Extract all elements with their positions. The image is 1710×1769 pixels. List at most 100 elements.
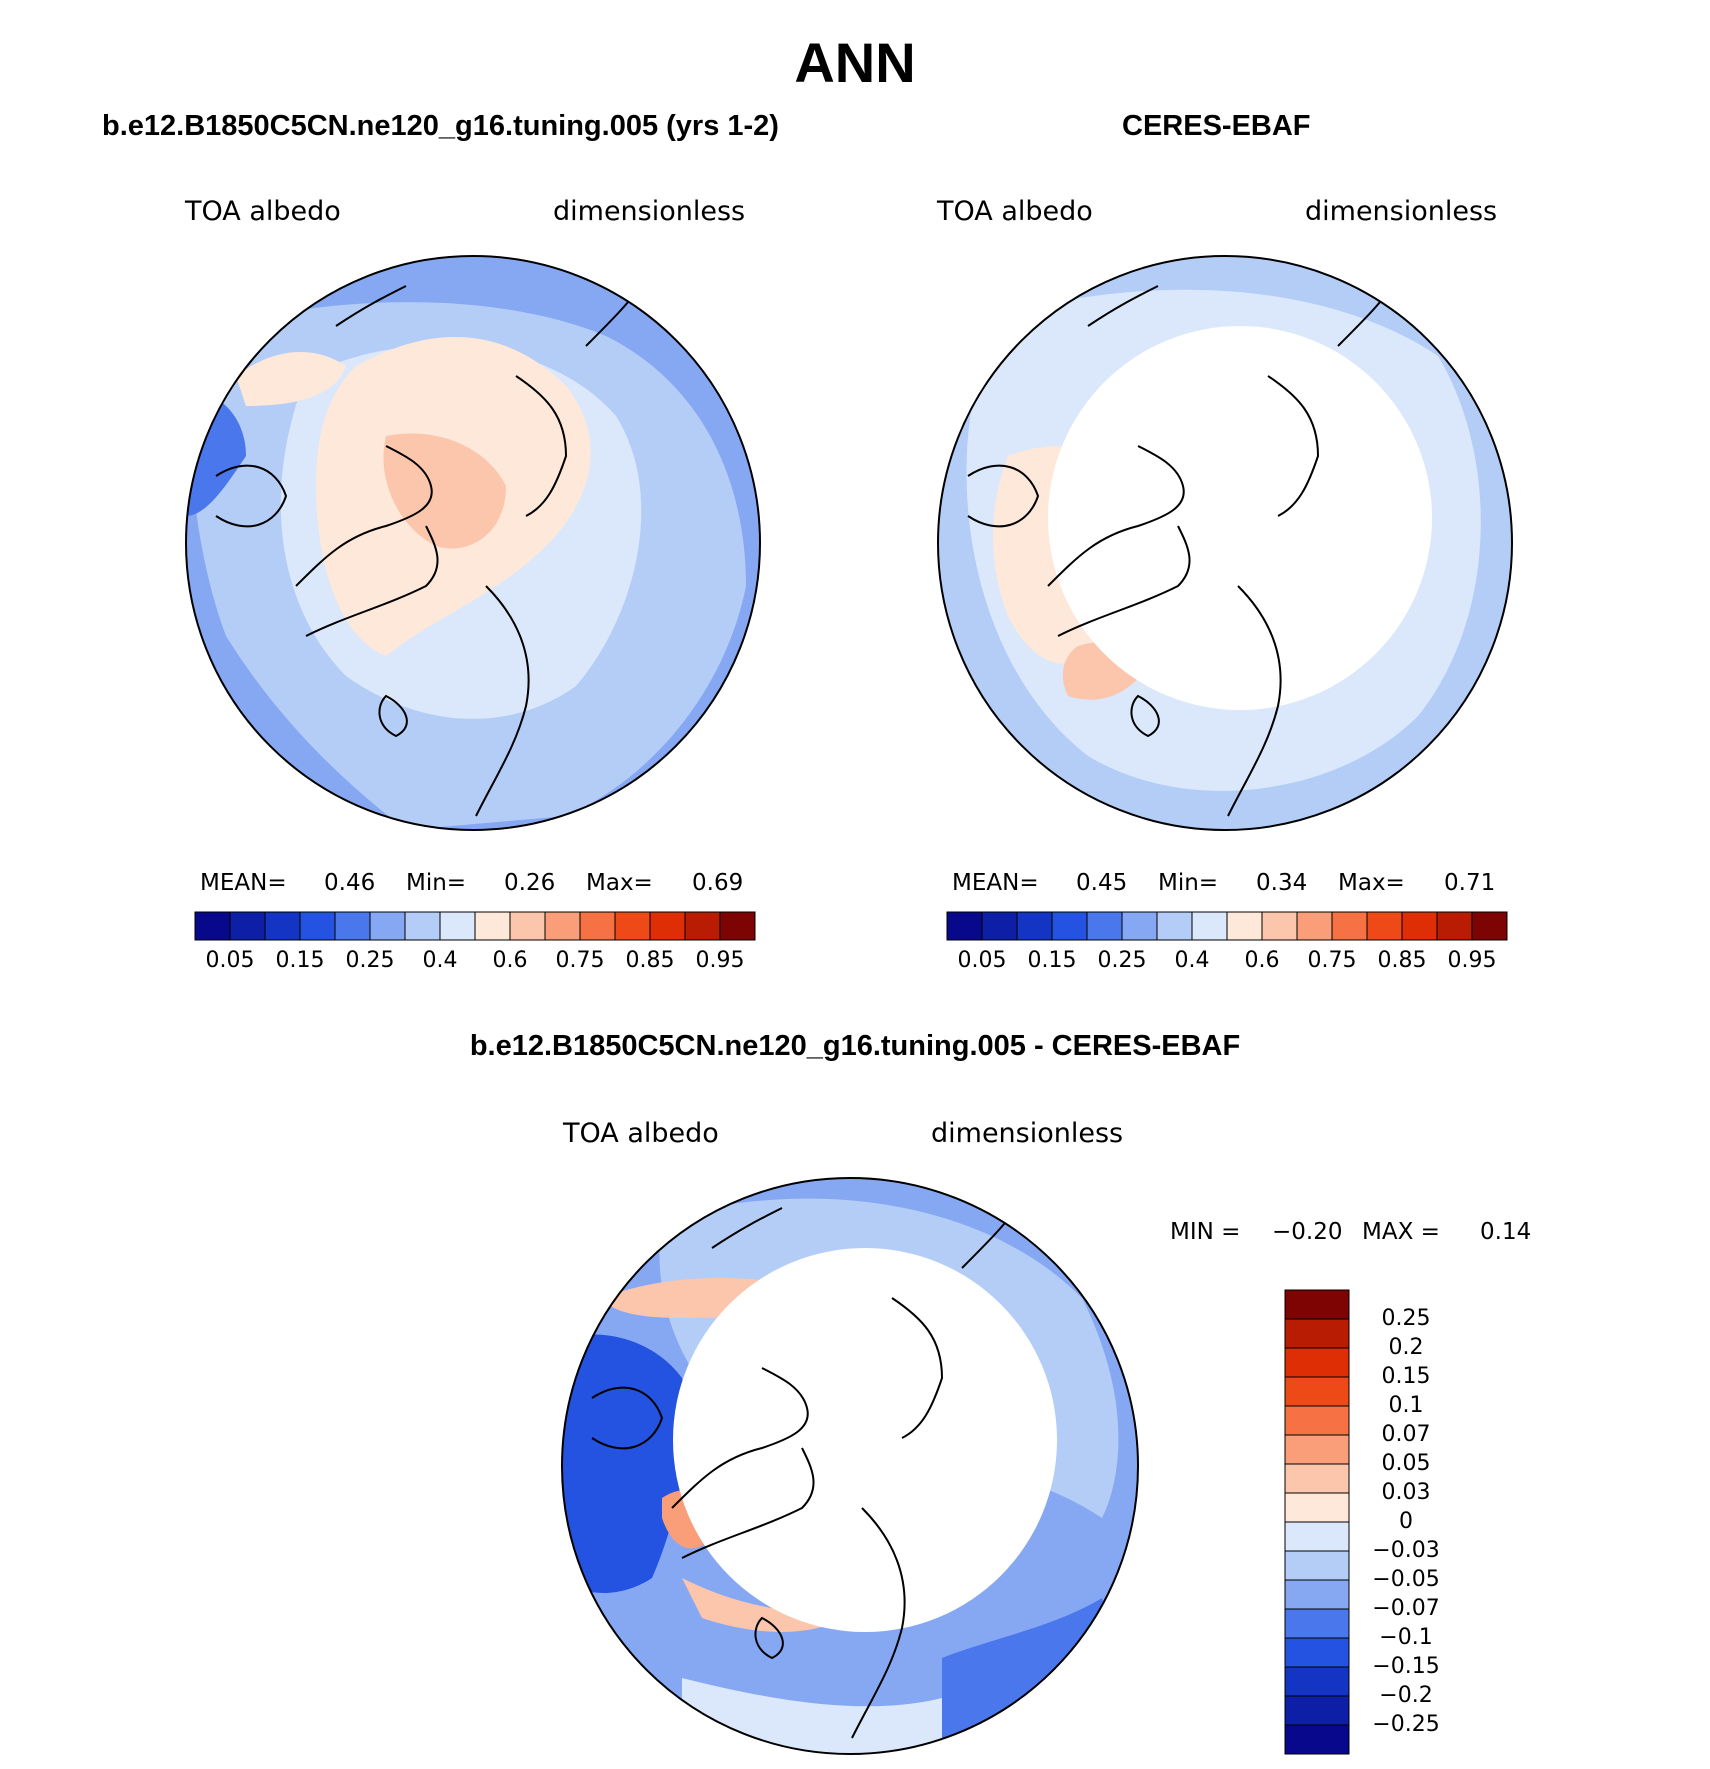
colorbar-tick-label: 0.6 <box>1244 948 1280 973</box>
panel2-variable: TOA albedo <box>937 196 1093 227</box>
panel3-min-label: MIN = <box>1170 1219 1241 1245</box>
colorbar-swatch <box>614 911 651 941</box>
panel1-map <box>185 255 761 831</box>
colorbar-tick-label: 0.25 <box>1381 1306 1431 1331</box>
colorbar-tick-label: 0.05 <box>205 948 255 973</box>
panel3-colorbar <box>1284 1289 1350 1755</box>
colorbar-swatch <box>719 911 756 941</box>
colorbar-swatch <box>649 911 686 941</box>
panel2-max-value: 0.71 <box>1444 870 1496 896</box>
panel1-colorbar <box>194 911 756 941</box>
panel2-mean-label: MEAN= <box>952 870 1039 896</box>
colorbar-tick-label: 0.95 <box>1447 948 1497 973</box>
colorbar-swatch <box>334 911 371 941</box>
panel2-title: CERES-EBAF <box>1122 110 1311 142</box>
colorbar-swatch <box>474 911 511 941</box>
panel3-max-value: 0.14 <box>1480 1219 1532 1245</box>
panel1-min-value: 0.26 <box>504 870 556 896</box>
colorbar-swatch <box>1296 911 1333 941</box>
panel3-colorbar-labels: 0.25 0.2 0.15 0.1 0.07 0.05 0.03 0 −0.03 −0.05 −0.… <box>1356 1290 1476 1754</box>
colorbar-tick-label: 0.07 <box>1381 1422 1431 1447</box>
colorbar-swatch <box>1284 1550 1350 1581</box>
panel3-max-label: MAX = <box>1362 1219 1440 1245</box>
panel1-title: b.e12.B1850C5CN.ne120_g16.tuning.005 (yr… <box>102 110 779 142</box>
colorbar-swatch <box>194 911 231 941</box>
colorbar-swatch <box>1284 1724 1350 1755</box>
panel3-title: b.e12.B1850C5CN.ne120_g16.tuning.005 - C… <box>469 1030 1241 1062</box>
colorbar-swatch <box>369 911 406 941</box>
colorbar-tick-label: −0.03 <box>1372 1538 1440 1563</box>
panel2-no-data <box>1048 326 1432 710</box>
colorbar-tick-label: −0.15 <box>1372 1654 1440 1679</box>
colorbar-swatch <box>264 911 301 941</box>
colorbar-swatch <box>299 911 336 941</box>
colorbar-swatch <box>1401 911 1438 941</box>
colorbar-tick-label: 0.85 <box>625 948 675 973</box>
panel3-units: dimensionless <box>931 1118 1124 1149</box>
colorbar-swatch <box>1331 911 1368 941</box>
colorbar-swatch <box>1284 1521 1350 1552</box>
colorbar-swatch <box>1284 1666 1350 1697</box>
colorbar-swatch <box>1016 911 1053 941</box>
panel3-variable: TOA albedo <box>563 1118 719 1149</box>
colorbar-tick-label: 0.05 <box>957 948 1007 973</box>
colorbar-tick-label: 0.15 <box>1027 948 1077 973</box>
panel3-field-dark <box>562 1334 686 1593</box>
colorbar-tick-label: −0.25 <box>1372 1712 1440 1737</box>
colorbar-swatch <box>684 911 721 941</box>
colorbar-swatch <box>1086 911 1123 941</box>
colorbar-swatch <box>1366 911 1403 941</box>
colorbar-swatch <box>579 911 616 941</box>
colorbar-swatch <box>1284 1492 1350 1523</box>
panel1-stats: MEAN= 0.46 Min= 0.26 Max= 0.69 <box>200 870 760 898</box>
panel1-max-value: 0.69 <box>692 870 744 896</box>
panel3-map <box>561 1177 1139 1755</box>
colorbar-swatch <box>1284 1318 1350 1349</box>
colorbar-tick-label: 0.4 <box>1174 948 1210 973</box>
colorbar-swatch <box>1261 911 1298 941</box>
colorbar-tick-label: 0.95 <box>695 948 745 973</box>
panel1-field-warm3 <box>236 352 346 406</box>
colorbar-swatch <box>439 911 476 941</box>
colorbar-tick-label: 0.75 <box>1307 948 1357 973</box>
panel2-coastlines <box>967 275 1399 817</box>
colorbar-swatch <box>404 911 441 941</box>
panel1-mean-value: 0.46 <box>324 870 376 896</box>
panel1-variable: TOA albedo <box>185 196 341 227</box>
colorbar-tick-label: −0.07 <box>1372 1596 1440 1621</box>
colorbar-tick-label: 0.05 <box>1381 1451 1431 1476</box>
panel2-units: dimensionless <box>1305 196 1498 227</box>
panel3-coastlines <box>591 1197 1023 1739</box>
colorbar-swatch <box>1284 1434 1350 1465</box>
panel1-colorbar-labels: 0.05 0.15 0.25 0.4 0.6 0.75 0.85 0.95 <box>195 948 755 976</box>
colorbar-tick-label: 0.15 <box>1381 1364 1431 1389</box>
main-title: ANN <box>794 31 916 94</box>
colorbar-tick-label: 0.6 <box>492 948 528 973</box>
panel2-colorbar <box>946 911 1508 941</box>
colorbar-swatch <box>1121 911 1158 941</box>
colorbar-swatch <box>229 911 266 941</box>
colorbar-tick-label: 0.75 <box>555 948 605 973</box>
panel2-max-label: Max= <box>1338 870 1405 896</box>
panel2-map <box>937 255 1513 831</box>
panel1-max-label: Max= <box>586 870 653 896</box>
colorbar-swatch <box>1284 1637 1350 1668</box>
colorbar-swatch <box>1191 911 1228 941</box>
colorbar-swatch <box>981 911 1018 941</box>
panel1-min-label: Min= <box>406 870 467 896</box>
colorbar-tick-label: 0.15 <box>275 948 325 973</box>
colorbar-tick-label: −0.2 <box>1379 1683 1433 1708</box>
colorbar-swatch <box>1471 911 1508 941</box>
panel3-no-data <box>673 1248 1057 1632</box>
colorbar-tick-label: 0.4 <box>422 948 458 973</box>
colorbar-tick-label: 0.1 <box>1388 1393 1424 1418</box>
colorbar-tick-label: 0 <box>1399 1509 1413 1534</box>
colorbar-swatch <box>1284 1608 1350 1639</box>
panel1-mean-label: MEAN= <box>200 870 287 896</box>
panel2-colorbar-labels: 0.05 0.15 0.25 0.4 0.6 0.75 0.85 0.95 <box>947 948 1507 976</box>
panel2-mean-value: 0.45 <box>1076 870 1128 896</box>
panel2-stats: MEAN= 0.45 Min= 0.34 Max= 0.71 <box>952 870 1512 898</box>
panel1-units: dimensionless <box>553 196 746 227</box>
panel3-min-value: −0.20 <box>1272 1219 1343 1245</box>
colorbar-tick-label: 0.85 <box>1377 948 1427 973</box>
